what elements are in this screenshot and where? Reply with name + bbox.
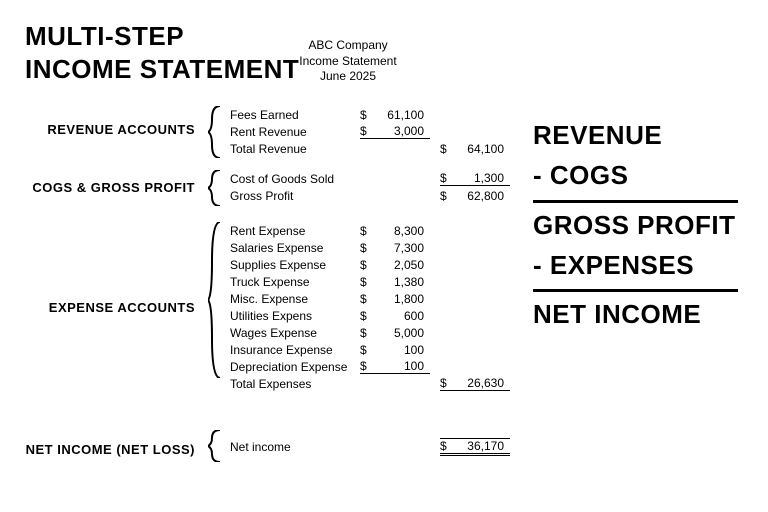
brace-icon xyxy=(208,222,222,378)
net-income-section: Net income $36,170 xyxy=(230,438,520,455)
line-item: Fees Earned $61,100 xyxy=(230,106,520,123)
brace-icon xyxy=(208,106,222,158)
formula-line: Gross Profit xyxy=(533,205,738,245)
divider xyxy=(533,289,738,292)
divider xyxy=(533,200,738,203)
cogs-section: Cost of Goods Sold $1,300 Gross Profit $… xyxy=(230,170,520,204)
expense-section: Rent Expense$8,300 Salaries Expense$7,30… xyxy=(230,222,520,392)
total-row: Total Revenue $64,100 xyxy=(230,140,520,157)
company-name: ABC Company xyxy=(278,38,418,54)
title-line-1: MULTI-STEP xyxy=(25,20,299,53)
line-item: Rent Revenue $3,000 xyxy=(230,123,520,140)
label-expense: Expense Accounts xyxy=(20,300,195,315)
total-row: Net income $36,170 xyxy=(230,438,520,455)
label-cogs: COGS & Gross Profit xyxy=(20,180,195,195)
statement-header: ABC Company Income Statement June 2025 xyxy=(278,38,418,85)
formula-summary: Revenue - COGS Gross Profit - Expenses N… xyxy=(533,115,738,334)
report-name: Income Statement xyxy=(278,54,418,70)
brace-icon xyxy=(208,170,222,206)
total-row: Gross Profit $62,800 xyxy=(230,187,520,204)
label-net: Net Income (Net Loss) xyxy=(5,442,195,457)
report-period: June 2025 xyxy=(278,69,418,85)
title-line-2: INCOME STATEMENT xyxy=(25,53,299,86)
formula-line: - COGS xyxy=(533,155,738,195)
formula-line: Revenue xyxy=(533,115,738,155)
total-row: Total Expenses $26,630 xyxy=(230,375,520,392)
formula-line: Net Income xyxy=(533,294,738,334)
page-title: MULTI-STEP INCOME STATEMENT xyxy=(25,20,299,85)
label-revenue: Revenue Accounts xyxy=(20,122,195,137)
revenue-section: Fees Earned $61,100 Rent Revenue $3,000 … xyxy=(230,106,520,157)
line-item: Cost of Goods Sold $1,300 xyxy=(230,170,520,187)
brace-icon xyxy=(208,430,222,462)
formula-line: - Expenses xyxy=(533,245,738,285)
